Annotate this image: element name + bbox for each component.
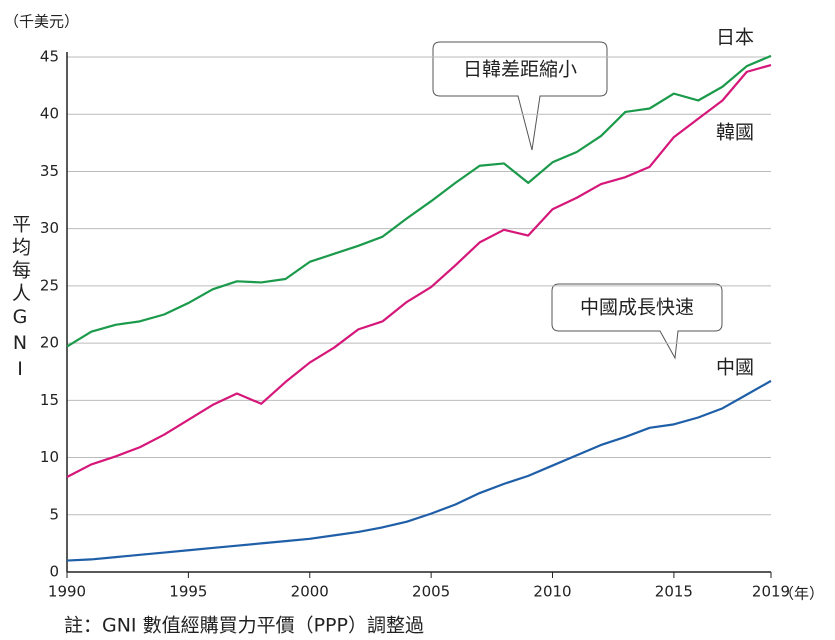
annotation: 中國成長快速: [580, 297, 694, 319]
x-tick-label: 1990: [48, 583, 86, 601]
y-tick-label: 40: [40, 105, 59, 123]
x-tick-label: 2010: [533, 583, 571, 601]
y-tick-label: 5: [49, 505, 59, 523]
x-tick-label: 2019: [752, 583, 790, 601]
y-tick-label: 0: [49, 563, 59, 581]
y-tick-label: 25: [40, 276, 59, 294]
callout-box: [551, 283, 723, 360]
y-tick-label: 15: [40, 391, 59, 409]
annotation: 日韓差距縮小: [463, 59, 577, 81]
x-tick-label: 2015: [655, 583, 693, 601]
callout-box: [432, 41, 608, 151]
note: 註：GNI 數值經購買力平價（PPP）調整過: [64, 615, 424, 637]
series-label: 韓國: [716, 122, 754, 144]
y-axis-label: 平均每人GNI: [9, 214, 31, 384]
x-unit-label: （年）: [779, 585, 824, 603]
y-tick-label: 45: [40, 48, 59, 66]
series-line: [66, 379, 772, 562]
series-line: [66, 63, 772, 478]
x-tick-label: 2005: [412, 583, 450, 601]
series-label: 中國: [716, 357, 754, 379]
x-tick-label: 1995: [169, 583, 207, 601]
series-label: 日本: [716, 27, 754, 49]
y-unit-label: （千美元）: [4, 13, 79, 31]
series-line: [66, 54, 772, 348]
y-tick-label: 35: [40, 162, 59, 180]
y-tick-label: 20: [40, 334, 59, 352]
x-tick-label: 2000: [291, 583, 329, 601]
y-tick-label: 10: [40, 448, 59, 466]
y-tick-label: 30: [40, 219, 59, 237]
